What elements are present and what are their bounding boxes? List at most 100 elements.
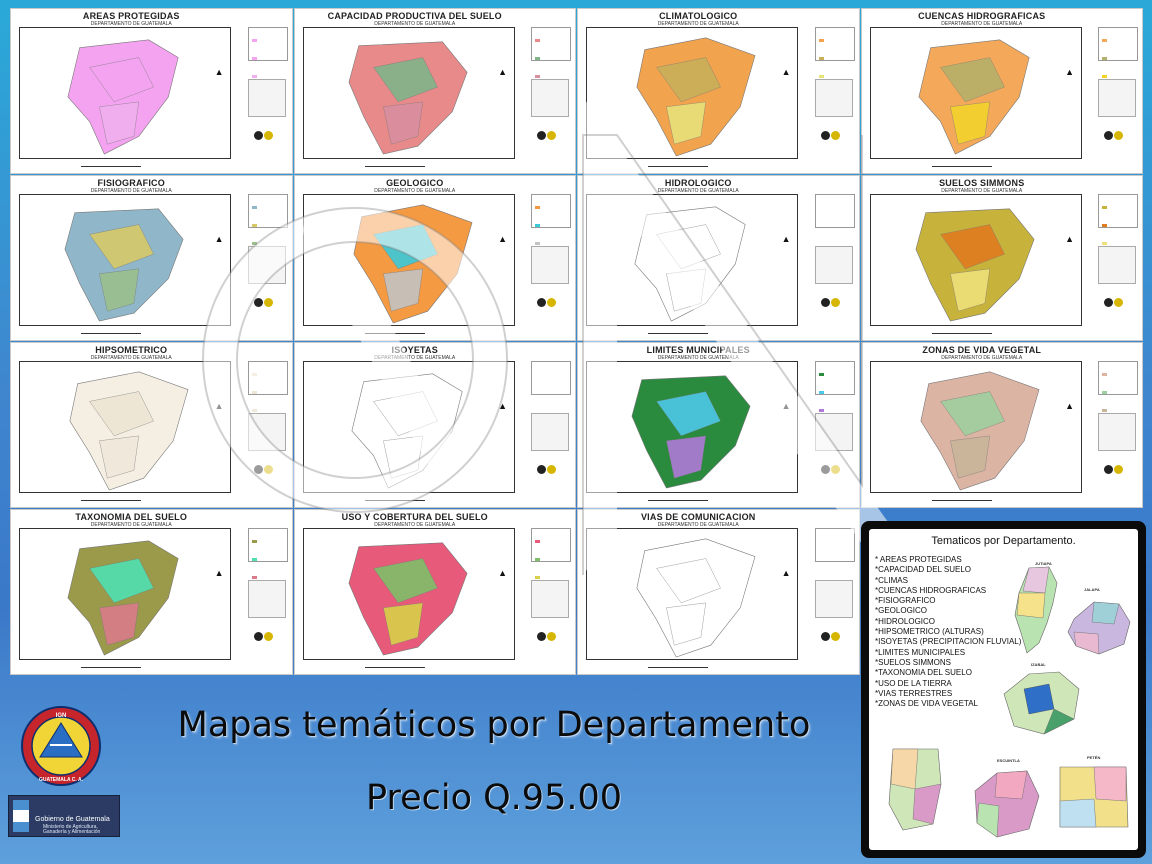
department-map [920, 371, 1039, 491]
department-map [915, 208, 1034, 322]
map-legend [814, 194, 855, 245]
map-tile: HIDROLOGICO DEPARTAMENTO DE GUATEMALA ▲ [577, 175, 860, 341]
map-legend [531, 361, 571, 412]
map-legend [814, 27, 855, 78]
map-tile-title: TAXONOMIA DEL SUELO [75, 512, 188, 522]
map-logos [820, 294, 851, 307]
legend-swatch [251, 391, 257, 394]
thematic-list-item: *GEOLOGICO [875, 606, 928, 616]
legend-swatch [1102, 391, 1107, 394]
map-frame [869, 361, 1082, 493]
mini-map-jutiapa [1014, 566, 1058, 654]
map-tile-subtitle: DEPARTAMENTO DE GUATEMALA [941, 188, 1023, 194]
gob-subtitle: Ministerio de Agricultura, Ganadería y A… [43, 825, 100, 835]
map-tile-title: CLIMATOLOGICO [659, 11, 738, 21]
map-tile: CLIMATOLOGICO DEPARTAMENTO DE GUATEMALA ▲ [577, 8, 860, 174]
map-tile: GEOLOGICO DEPARTAMENTO DE GUATEMALA ▲ [293, 175, 576, 341]
map-tile: HIPSOMETRICO DEPARTAMENTO DE GUATEMALA ▲ [10, 342, 293, 508]
legend-swatch [251, 75, 257, 78]
thematic-list-item: *USO DE LA TIERRA [875, 678, 952, 688]
map-logos [537, 628, 567, 641]
scale-bar [648, 330, 708, 334]
map-logos [820, 127, 851, 140]
map-frame [302, 528, 515, 660]
department-map [636, 538, 756, 658]
location-inset-map [814, 79, 853, 117]
thematic-list-item: *VIAS TERRESTRES [875, 688, 953, 698]
location-inset-map [1098, 79, 1136, 117]
thematic-list-item: *ZONAS DE VIDA VEGETAL [875, 699, 978, 709]
logo-icon [537, 632, 546, 641]
map-legend [247, 361, 288, 412]
map-tile-subtitle: DEPARTAMENTO DE GUATEMALA [374, 522, 456, 528]
gob-sub1: Ministerio de Agricultura, [43, 824, 98, 830]
north-arrow-icon: ▲ [214, 568, 224, 578]
map-tile: SUELOS SIMMONS DEPARTAMENTO DE GUATEMALA ▲ [860, 175, 1143, 341]
department-map [67, 39, 179, 155]
map-legend [814, 361, 855, 412]
north-arrow-icon: ▲ [781, 568, 791, 578]
map-legend [531, 528, 571, 579]
map-tile-title: ZONAS DE VIDA VEGETAL [922, 345, 1042, 355]
logo-icon [820, 131, 830, 140]
north-arrow-icon: ▲ [1065, 234, 1074, 244]
gobierno-guatemala-logo: Gobierno de Guatemala Ministerio de Agri… [8, 795, 120, 837]
logo-icon [1114, 131, 1123, 140]
location-inset-map [531, 413, 569, 451]
map-frame [586, 528, 798, 660]
logo-icon [537, 131, 546, 140]
legend-swatch [1102, 75, 1107, 78]
map-tile-title: HIPSOMETRICO [95, 345, 168, 355]
map-tile-subtitle: DEPARTAMENTO DE GUATEMALA [941, 355, 1023, 361]
map-legend [531, 27, 571, 78]
legend-swatch [251, 39, 257, 42]
map-logos [1104, 294, 1134, 307]
thematic-list-item: *HIDROLOGICO [875, 616, 936, 626]
logo-icon [820, 298, 830, 307]
legend-swatch [818, 242, 824, 245]
scale-bar [364, 163, 425, 167]
north-arrow-icon: ▲ [498, 67, 507, 77]
gob-sub2: Ganadería y Alimentación [43, 829, 101, 835]
scale-bar [364, 497, 425, 501]
legend-swatch [818, 576, 824, 579]
legend-swatch [251, 224, 257, 227]
map-logos [820, 461, 851, 474]
map-logos [537, 294, 567, 307]
map-frame [869, 194, 1082, 326]
logo-icon [263, 465, 273, 474]
thematic-list-item: *LIMITES MUNICIPALES [875, 647, 966, 657]
map-legend [247, 528, 288, 579]
location-inset-map [814, 413, 853, 451]
logo-icon [253, 131, 263, 140]
legend-swatch [251, 373, 257, 376]
legend-swatch [535, 576, 540, 579]
map-frame [302, 361, 515, 493]
north-arrow-icon: ▲ [214, 67, 224, 77]
legend-swatch [251, 576, 257, 579]
scale-bar [648, 497, 708, 501]
legend-swatch [818, 39, 824, 42]
map-frame [19, 528, 231, 660]
logo-icon [830, 632, 840, 641]
map-frame [586, 194, 798, 326]
department-map [348, 542, 467, 656]
map-frame [869, 27, 1082, 159]
legend-swatch [251, 57, 257, 60]
thematic-list-item: *SUELOS SIMMONS [875, 657, 952, 667]
department-map [67, 540, 179, 656]
map-legend [814, 528, 855, 579]
thematics-panel: Tematicos por Departamento. * AREAS PROT… [861, 521, 1146, 858]
mini-map-label-jalapa: JALAPA [1084, 587, 1100, 592]
location-inset-map [247, 413, 286, 451]
legend-swatch [1102, 409, 1107, 412]
north-arrow-icon: ▲ [781, 67, 791, 77]
map-tile-title: ISOYETAS [391, 345, 438, 355]
department-map [69, 371, 189, 491]
map-tile-subtitle: DEPARTAMENTO DE GUATEMALA [657, 21, 739, 27]
logo-icon [547, 632, 556, 641]
flag-icon [13, 800, 29, 832]
headline: Mapas temáticos por Departamento [177, 705, 811, 745]
legend-swatch [1102, 206, 1107, 209]
north-arrow-icon: ▲ [1065, 67, 1074, 77]
